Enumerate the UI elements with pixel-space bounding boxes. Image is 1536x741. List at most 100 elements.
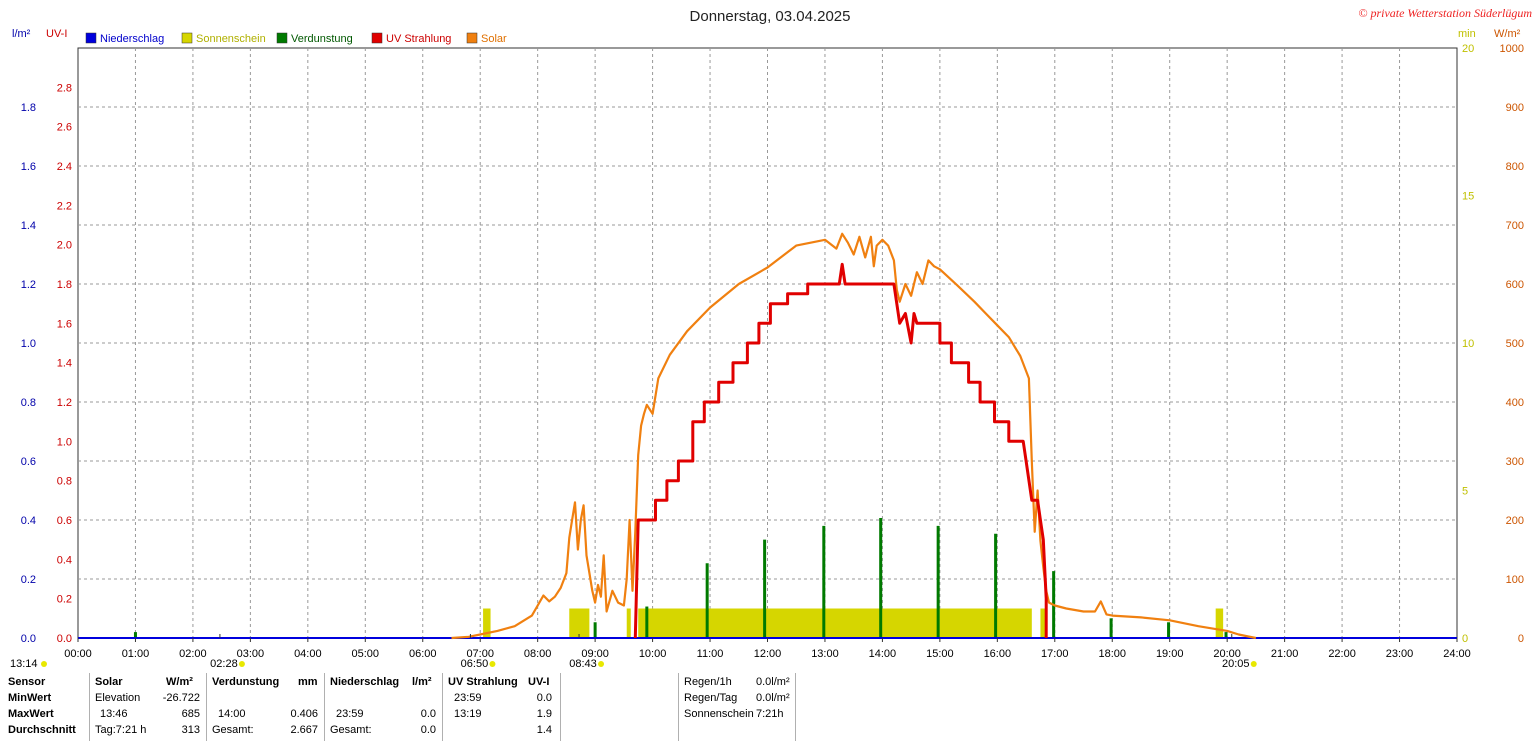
header-solar: Solar <box>95 676 123 688</box>
solar-axis-tick: 100 <box>1506 574 1524 586</box>
row-label-min: MinWert <box>8 692 52 704</box>
header-sensor: Sensor <box>8 676 46 688</box>
uv-axis-tick: 2.2 <box>57 200 72 212</box>
solar-max-value: 685 <box>181 708 200 720</box>
precip-total-label: Gesamt: <box>330 724 372 736</box>
minutes-axis-tick: 20 <box>1462 43 1474 55</box>
evap-max-time: 14:00 <box>218 708 246 720</box>
uv-max-time: 13:19 <box>454 708 482 720</box>
precip-axis-tick: 0.8 <box>21 397 36 409</box>
x-tick-label: 03:00 <box>237 648 265 660</box>
right-axis-unit-min: min <box>1458 28 1476 40</box>
precip-axis-tick: 0.6 <box>21 456 36 468</box>
x-tick-label: 00:00 <box>64 648 92 660</box>
legend-label-3: UV Strahlung <box>386 33 451 45</box>
evap-total-value: 2.667 <box>290 724 318 736</box>
x-tick-label: 09:00 <box>581 648 609 660</box>
precip-axis-tick: 1.4 <box>21 220 36 232</box>
grid <box>78 48 1457 638</box>
info-rain-1h-value: 0.0l/m² <box>756 676 790 688</box>
x-tick-label: 02:00 <box>179 648 207 660</box>
info-sunshine-label: Sonnenschein <box>684 708 754 720</box>
legend-label-4: Solar <box>481 33 507 45</box>
marker-label: 08:43 <box>569 658 597 670</box>
uv-axis-tick: 2.4 <box>57 161 72 173</box>
series-line-uv-strahlung <box>633 262 1048 639</box>
precip-axis-tick: 1.0 <box>21 338 36 350</box>
marker-label: 06:50 <box>461 658 489 670</box>
solar-axis-tick: 700 <box>1506 220 1524 232</box>
legend-label-1: Sonnenschein <box>196 33 266 45</box>
x-tick-label: 13:00 <box>811 648 839 660</box>
legend-swatch-4 <box>466 32 478 44</box>
x-tick-label: 24:00 <box>1443 648 1471 660</box>
solar-axis-tick: 900 <box>1506 102 1524 114</box>
precip-axis-tick: 1.8 <box>21 102 36 114</box>
solar-axis-tick: 1000 <box>1500 43 1524 55</box>
uv-axis-tick: 1.2 <box>57 397 72 409</box>
legend-swatch-0 <box>85 32 97 44</box>
x-tick-label: 19:00 <box>1156 648 1184 660</box>
axes: 00:00 01:00 02:00 03:00 04:00 05:00 06:00 07:00… <box>21 43 1524 660</box>
stats-divider-4 <box>442 673 443 741</box>
marker-dot <box>598 661 605 667</box>
solar-min-value: -26.722 <box>162 692 200 704</box>
uv-avg-value: 1.4 <box>536 724 552 736</box>
x-tick-label: 05:00 <box>352 648 380 660</box>
header-uv: UV Strahlung <box>448 676 518 688</box>
legend-swatch-2 <box>276 32 288 44</box>
solar-avg-label: Tag:7:21 h <box>95 724 147 736</box>
precip-max-time: 23:59 <box>336 708 364 720</box>
copyright-text: © private Wetterstation Süderlügum <box>1358 6 1532 20</box>
header-evap-unit: mm <box>298 676 318 688</box>
row-label-avg: Durchschnitt <box>8 724 76 736</box>
info-sunshine-value: 7:21h <box>756 708 784 720</box>
stats-divider-3 <box>324 673 325 741</box>
x-tick-label: 10:00 <box>639 648 667 660</box>
chart-title: Donnerstag, 03.04.2025 <box>690 8 851 25</box>
info-rain-day-label: Regen/Tag <box>684 692 738 704</box>
stats-divider-1 <box>89 673 90 741</box>
left-axis-unit-uv: UV-I <box>46 28 67 40</box>
legend-label-2: Verdunstung <box>291 33 353 45</box>
solar-axis-tick: 400 <box>1506 397 1524 409</box>
evaporation-spikes <box>133 518 1228 638</box>
precip-axis-tick: 0.2 <box>21 574 36 586</box>
time-markers: 13:14 02:28 06:50 08:43 20:05 <box>10 634 1257 670</box>
stats-divider-7 <box>795 673 796 741</box>
uv-axis-tick: 2.0 <box>57 240 72 252</box>
solar-avg-value: 313 <box>181 724 200 736</box>
precip-total-value: 0.0 <box>420 724 436 736</box>
header-precip-unit: l/m² <box>412 676 432 688</box>
marker-dot <box>489 661 496 667</box>
minutes-axis-tick: 15 <box>1462 191 1474 203</box>
precip-axis-tick: 0.0 <box>21 633 36 645</box>
solar-max-time: 13:46 <box>100 708 128 720</box>
uv-axis-tick: 2.8 <box>57 82 72 94</box>
series-line-solar <box>451 232 1257 640</box>
x-tick-label: 08:00 <box>524 648 552 660</box>
uv-min-time: 23:59 <box>454 692 482 704</box>
legend-swatch-3 <box>371 32 383 44</box>
header-solar-unit: W/m² <box>166 676 193 688</box>
info-rain-day-value: 0.0l/m² <box>756 692 790 704</box>
header-uv-unit: UV-I <box>528 676 550 688</box>
evap-total-label: Gesamt: <box>212 724 254 736</box>
x-tick-label: 07:00 <box>466 648 494 660</box>
solar-axis-tick: 300 <box>1506 456 1524 468</box>
x-tick-label: 17:00 <box>1041 648 1069 660</box>
minutes-axis-tick: 10 <box>1462 338 1474 350</box>
header-evap: Verdunstung <box>212 676 280 688</box>
marker-dot <box>238 661 245 667</box>
stats-divider-2 <box>206 673 207 741</box>
uv-axis-tick: 1.4 <box>57 358 72 370</box>
sunshine-bar <box>626 608 631 638</box>
x-tick-label: 04:00 <box>294 648 322 660</box>
solar-axis-tick: 200 <box>1506 515 1524 527</box>
sunshine-bar <box>569 608 590 638</box>
uv-axis-tick: 1.0 <box>57 436 72 448</box>
solar-axis-tick: 600 <box>1506 279 1524 291</box>
precip-max-value: 0.0 <box>420 708 436 720</box>
evap-max-value: 0.406 <box>290 708 318 720</box>
solar-axis-tick: 800 <box>1506 161 1524 173</box>
